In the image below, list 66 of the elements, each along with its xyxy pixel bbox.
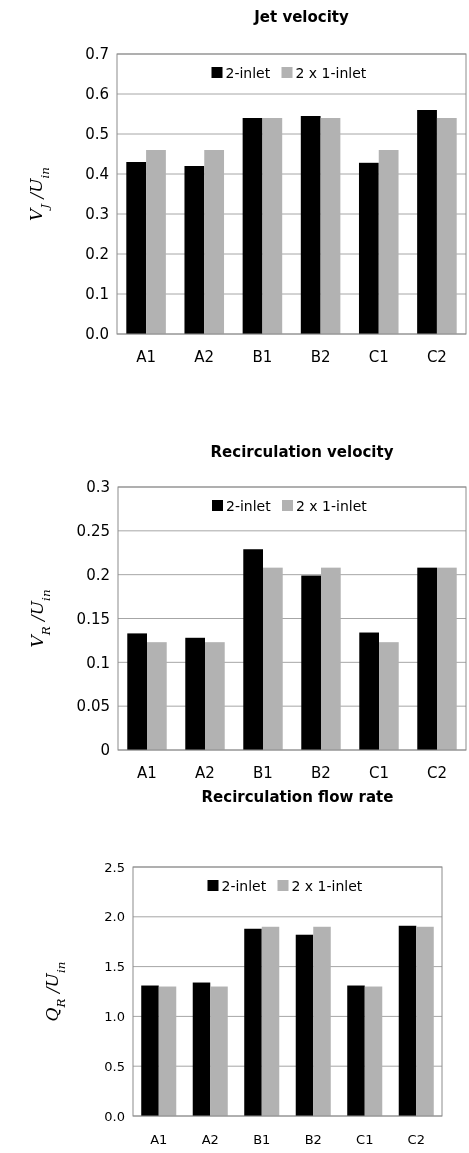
y-tick-label: 1.5 bbox=[104, 959, 125, 975]
legend-label: 2 x 1-inlet bbox=[296, 498, 368, 514]
y-tick-label: 0.25 bbox=[76, 522, 110, 541]
x-tick-label: B2 bbox=[310, 348, 331, 366]
chart-title: Recirculation flow rate bbox=[201, 788, 394, 806]
chart-title: Recirculation velocity bbox=[210, 443, 394, 461]
y-tick-label: 0.1 bbox=[86, 653, 110, 672]
y-tick-label: 2.5 bbox=[104, 859, 125, 875]
legend-label: 2-inlet bbox=[225, 65, 271, 81]
legend-label: 2-inlet bbox=[226, 498, 272, 514]
x-tick-label: B2 bbox=[304, 1132, 322, 1147]
y-tick-label: 0.05 bbox=[76, 697, 110, 716]
y-tick-label: 0.2 bbox=[85, 245, 109, 264]
bar bbox=[359, 632, 379, 750]
x-tick-label: C1 bbox=[356, 1132, 374, 1147]
x-tick-label: B1 bbox=[252, 348, 273, 366]
y-tick-label: 0.3 bbox=[85, 205, 109, 224]
legend-label: 2-inlet bbox=[221, 878, 267, 894]
y-tick-label: 0.0 bbox=[104, 1108, 125, 1124]
y-tick-label: 0.3 bbox=[86, 478, 110, 497]
y-tick-label: 1.0 bbox=[104, 1008, 125, 1024]
x-tick-label: A2 bbox=[195, 764, 215, 782]
bar bbox=[295, 934, 314, 1116]
y-tick-label: 0.6 bbox=[85, 85, 109, 104]
x-tick-label: A1 bbox=[150, 1132, 168, 1147]
y-tick-label: 0.0 bbox=[85, 325, 109, 344]
bar bbox=[185, 637, 205, 750]
y-tick-label: 2.0 bbox=[104, 909, 125, 925]
x-tick-label: C2 bbox=[407, 1132, 425, 1147]
y-tick-label: 0.2 bbox=[86, 565, 110, 584]
bar bbox=[417, 567, 437, 750]
bar bbox=[244, 928, 262, 1116]
y-tick-label: 0.4 bbox=[85, 165, 109, 184]
y-tick-label: 0 bbox=[100, 741, 110, 760]
bar bbox=[243, 549, 263, 750]
bar bbox=[242, 118, 263, 334]
x-tick-label: B1 bbox=[253, 1132, 271, 1147]
bar bbox=[127, 633, 147, 750]
x-tick-label: C1 bbox=[368, 348, 389, 366]
bar bbox=[398, 925, 417, 1116]
x-tick-label: C2 bbox=[426, 764, 448, 782]
bar bbox=[301, 575, 321, 750]
x-tick-label: C2 bbox=[426, 348, 447, 366]
bar bbox=[184, 166, 205, 334]
x-tick-label: B2 bbox=[311, 764, 331, 782]
legend-label: 2 x 1-inlet bbox=[295, 65, 367, 81]
bar bbox=[126, 162, 147, 334]
y-tick-label: 0.15 bbox=[76, 609, 110, 628]
y-tick-label: 0.5 bbox=[85, 125, 109, 144]
bar bbox=[141, 985, 159, 1116]
bar bbox=[300, 116, 321, 334]
y-tick-label: 0.1 bbox=[85, 285, 109, 304]
bar bbox=[347, 985, 365, 1116]
x-tick-label: B1 bbox=[253, 764, 273, 782]
y-tick-label: 0.7 bbox=[85, 45, 109, 64]
x-tick-label: A1 bbox=[136, 348, 156, 366]
chart-title: Jet velocity bbox=[253, 8, 349, 26]
bar bbox=[358, 162, 379, 334]
x-tick-label: C1 bbox=[368, 764, 390, 782]
bar bbox=[192, 982, 211, 1116]
legend-label: 2 x 1-inlet bbox=[291, 878, 363, 894]
x-tick-label: A1 bbox=[137, 764, 157, 782]
x-tick-label: A2 bbox=[194, 348, 215, 366]
x-tick-label: A2 bbox=[201, 1132, 219, 1147]
y-tick-label: 0.5 bbox=[104, 1058, 125, 1074]
bar bbox=[417, 110, 437, 334]
